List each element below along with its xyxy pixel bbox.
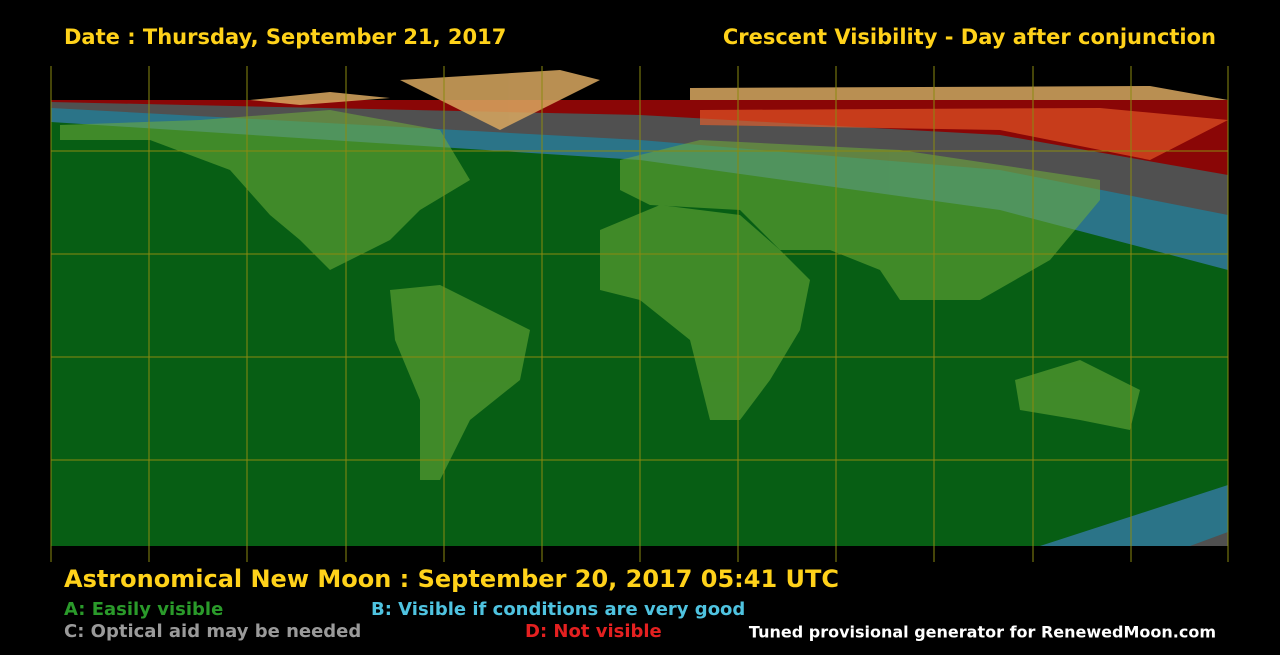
map [50, 66, 1229, 562]
greenland [400, 70, 600, 130]
north-america [60, 110, 470, 270]
africa [600, 205, 810, 420]
siberia [690, 86, 1228, 100]
south-america [390, 285, 530, 480]
date-label: Date : Thursday, September 21, 2017 [64, 25, 506, 49]
eurasia [620, 140, 1100, 300]
credit: Tuned provisional generator for RenewedM… [749, 623, 1216, 642]
land [60, 110, 1140, 480]
arctic-land [250, 70, 1228, 130]
legend-a: A: Easily visible [64, 599, 223, 620]
graticule [50, 66, 1229, 562]
russia-land [700, 108, 1228, 160]
map-title: Crescent Visibility - Day after conjunct… [723, 25, 1216, 49]
australia [1015, 360, 1140, 430]
legend-d: D: Not visible [525, 621, 662, 642]
arctic-islands [250, 92, 390, 105]
zone-b-south [1040, 485, 1228, 546]
new-moon-label: Astronomical New Moon : September 20, 20… [64, 565, 839, 593]
legend-b: B: Visible if conditions are very good [371, 599, 745, 620]
legend-c: C: Optical aid may be needed [64, 621, 361, 642]
zone-c-south [1190, 532, 1228, 546]
